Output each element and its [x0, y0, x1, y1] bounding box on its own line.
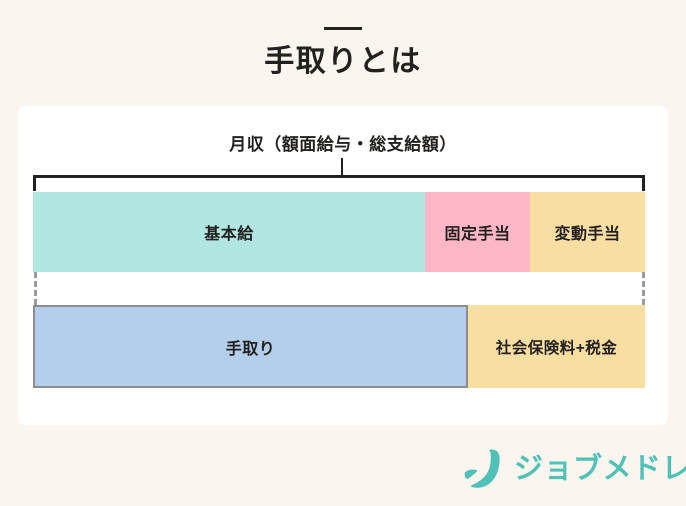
dashed-connector-left-icon [34, 272, 37, 305]
segment-take-home-pay: 手取り [33, 305, 468, 388]
title-rule-icon [324, 27, 362, 30]
segment-basic-salary: 基本給 [33, 192, 425, 272]
take-home-row: 手取り 社会保険料+税金 [33, 305, 645, 388]
segment-take-home-pay-label: 手取り [225, 340, 276, 358]
income-label-tick-icon [341, 158, 343, 175]
page-title: 手取りとは [264, 45, 422, 78]
gross-income-row: 基本給 固定手当 変動手当 [33, 192, 645, 272]
diagram-card: 月収（額面給与・総支給額） 基本給 固定手当 変動手当 手取り 社会保険料+税金 [18, 106, 668, 425]
segment-variable-allowance-label: 変動手当 [554, 226, 621, 243]
gross-income-bracket-icon [33, 175, 645, 191]
crescent-j-mark-icon [464, 449, 500, 488]
segment-fixed-allowance: 固定手当 [425, 192, 530, 272]
dashed-connector-right-icon [642, 272, 645, 305]
segment-fixed-allowance-label: 固定手当 [444, 226, 511, 243]
segment-deductions-label: 社会保険料+税金 [495, 339, 618, 357]
segment-basic-salary-label: 基本給 [204, 226, 254, 243]
brand-logo-text: ジョブメドレー [514, 452, 686, 485]
monthly-income-label: 月収（額面給与・総支給額） [229, 135, 457, 154]
segment-deductions: 社会保険料+税金 [468, 305, 645, 388]
brand-logo: ジョブメドレー [458, 443, 686, 495]
page-header: 手取りとは [0, 0, 686, 106]
segment-variable-allowance: 変動手当 [530, 192, 645, 272]
